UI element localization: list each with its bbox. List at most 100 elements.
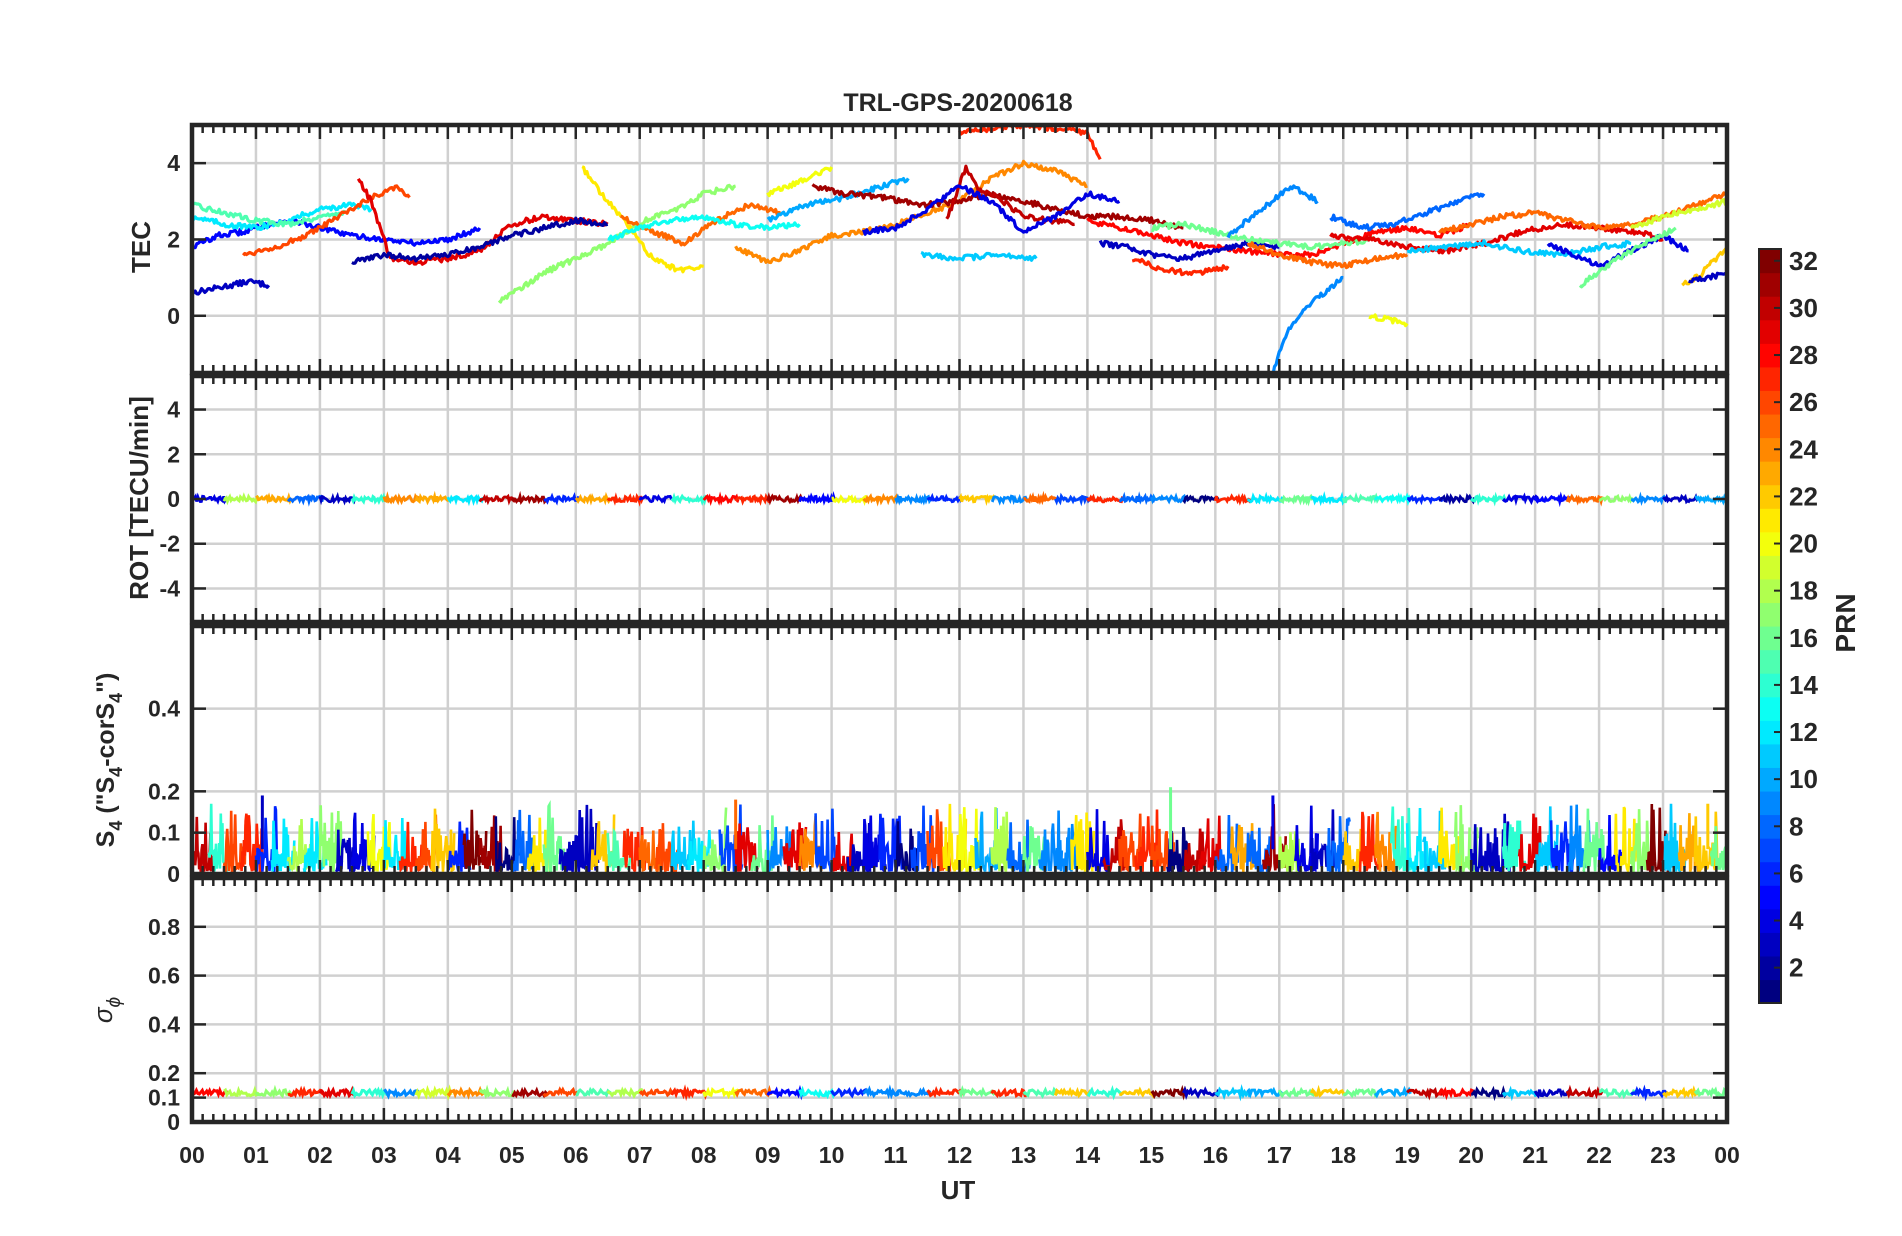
tec-series-prn-10 [766, 177, 910, 223]
x-tick-label: 00 [179, 1142, 205, 1168]
colorbar-segment-prn-26 [1759, 390, 1781, 415]
tec-series-prn-8 [1329, 192, 1486, 232]
rot-trace [862, 492, 900, 507]
colorbar-segment-prn-20 [1759, 531, 1781, 556]
rot-trace [926, 492, 964, 504]
colorbar-segment-prn-9 [1759, 790, 1781, 816]
rot-trace [1054, 492, 1092, 507]
data-layer-sigma_phi [192, 1083, 1727, 1102]
tec-series-prn-3 [192, 278, 271, 296]
tec-series-prn-20 [1368, 313, 1409, 328]
colorbar-segment-prn-32 [1759, 249, 1781, 274]
tec-series-prn-27 [1131, 257, 1230, 277]
tec-series-prn-21 [581, 165, 704, 274]
rot-trace [414, 490, 452, 506]
y-tick-label: 0 [167, 1109, 180, 1135]
sigma-trace [1373, 1085, 1412, 1099]
colorbar-segment-prn-27 [1759, 366, 1781, 391]
sigma-trace [1246, 1086, 1284, 1099]
colorbar-frame [1758, 248, 1782, 1004]
x-tick-label: 04 [435, 1142, 461, 1168]
rot-trace [766, 492, 804, 506]
s4-trace [382, 817, 408, 871]
rot-trace [1341, 491, 1380, 505]
rot-trace [1182, 494, 1220, 505]
sigma-trace [414, 1084, 453, 1101]
colorbar-segment-prn-13 [1759, 696, 1781, 721]
s4-trace [494, 816, 520, 874]
colorbar-segment-prn-19 [1759, 555, 1781, 580]
colorbar-segment-prn-16 [1759, 626, 1781, 651]
sigma-trace [702, 1086, 740, 1100]
sigma-trace [318, 1085, 356, 1100]
tec-series-prn-9 [1226, 184, 1319, 239]
rot-trace [831, 494, 868, 507]
x-tick-label: 22 [1586, 1142, 1612, 1168]
colorbar-segment-prn-30 [1759, 296, 1781, 321]
tec-series-prn-5 [192, 218, 482, 250]
colorbar-segment-prn-5 [1759, 885, 1781, 910]
tec-series-prn-4 [862, 184, 1121, 236]
x-tick-label: 21 [1522, 1142, 1548, 1168]
x-tick-label: 05 [499, 1142, 525, 1168]
colorbar-segment-prn-4 [1759, 908, 1781, 933]
y-axis-label-sigma: σϕ [88, 997, 125, 1023]
y-axis-label-tec: TEC [126, 221, 156, 273]
tec-series-prn-11 [1406, 239, 1632, 258]
x-tick-label: 17 [1266, 1142, 1292, 1168]
rot-trace [1310, 491, 1348, 507]
sigma-trace [1086, 1085, 1124, 1101]
rot-trace [1598, 493, 1635, 504]
colorbar-segment-prn-8 [1759, 814, 1781, 839]
tec-series-prn-11 [920, 251, 1038, 262]
s4-label-sub2: 4 [106, 767, 126, 777]
y-tick-label: 0.2 [148, 778, 180, 804]
colorbar-tick-label: 10 [1789, 764, 1818, 794]
s4-trace [1373, 811, 1399, 874]
tec-series-prn-16 [1151, 220, 1377, 251]
rot-trace [670, 492, 708, 506]
rot-trace [1213, 493, 1252, 506]
s4-trace [1709, 826, 1727, 871]
data-layer-rot [192, 490, 1727, 508]
chart-title: TRL-GPS-20200618 [843, 89, 1072, 117]
sigma-trace [894, 1086, 932, 1099]
colorbar-tick-label: 14 [1789, 670, 1818, 700]
y-tick-label: 0 [167, 861, 180, 887]
sigma-trace [1053, 1086, 1092, 1099]
sigma-trace [1118, 1086, 1157, 1099]
sigma-trace [1533, 1088, 1572, 1099]
x-tick-label: 13 [1011, 1142, 1037, 1168]
tec-series-prn-9 [1271, 275, 1344, 373]
colorbar-segment-prn-21 [1759, 508, 1781, 533]
colorbar-segment-prn-6 [1759, 861, 1781, 886]
s4-trace [366, 813, 392, 872]
x-tick-label: 15 [1139, 1142, 1165, 1168]
sigma-trace [350, 1085, 389, 1100]
colorbar-tick-label: 32 [1789, 246, 1818, 276]
x-tick-label: 11 [883, 1142, 908, 1168]
s4-trace [654, 823, 680, 874]
sigma-trace [1406, 1086, 1444, 1101]
rot-trace [1565, 493, 1604, 507]
colorbar-segment-prn-10 [1759, 767, 1781, 792]
panel-sigma-phi: 00.10.2 0.4 0.6 0.8 [148, 875, 1730, 1135]
s4-trace [1389, 806, 1415, 872]
x-tick-label: 06 [563, 1142, 589, 1168]
s4-trace [1358, 811, 1383, 874]
tec-series-prn-13 [607, 214, 801, 242]
sigma-trace [478, 1084, 515, 1100]
rot-trace [255, 492, 293, 505]
sigma-trace [734, 1084, 773, 1098]
rot-trace [1373, 492, 1412, 507]
rot-trace [510, 490, 548, 506]
tec-series-prn-4 [1546, 233, 1689, 269]
sigma-trace [766, 1084, 805, 1101]
sigma-trace [223, 1085, 261, 1098]
x-tick-label: 19 [1394, 1142, 1420, 1168]
rot-trace [1406, 493, 1444, 506]
s4-trace [702, 807, 728, 874]
y-tick-label: 0 [167, 486, 180, 512]
s4-label-base: S [92, 831, 120, 848]
s4-trace [1613, 806, 1639, 874]
